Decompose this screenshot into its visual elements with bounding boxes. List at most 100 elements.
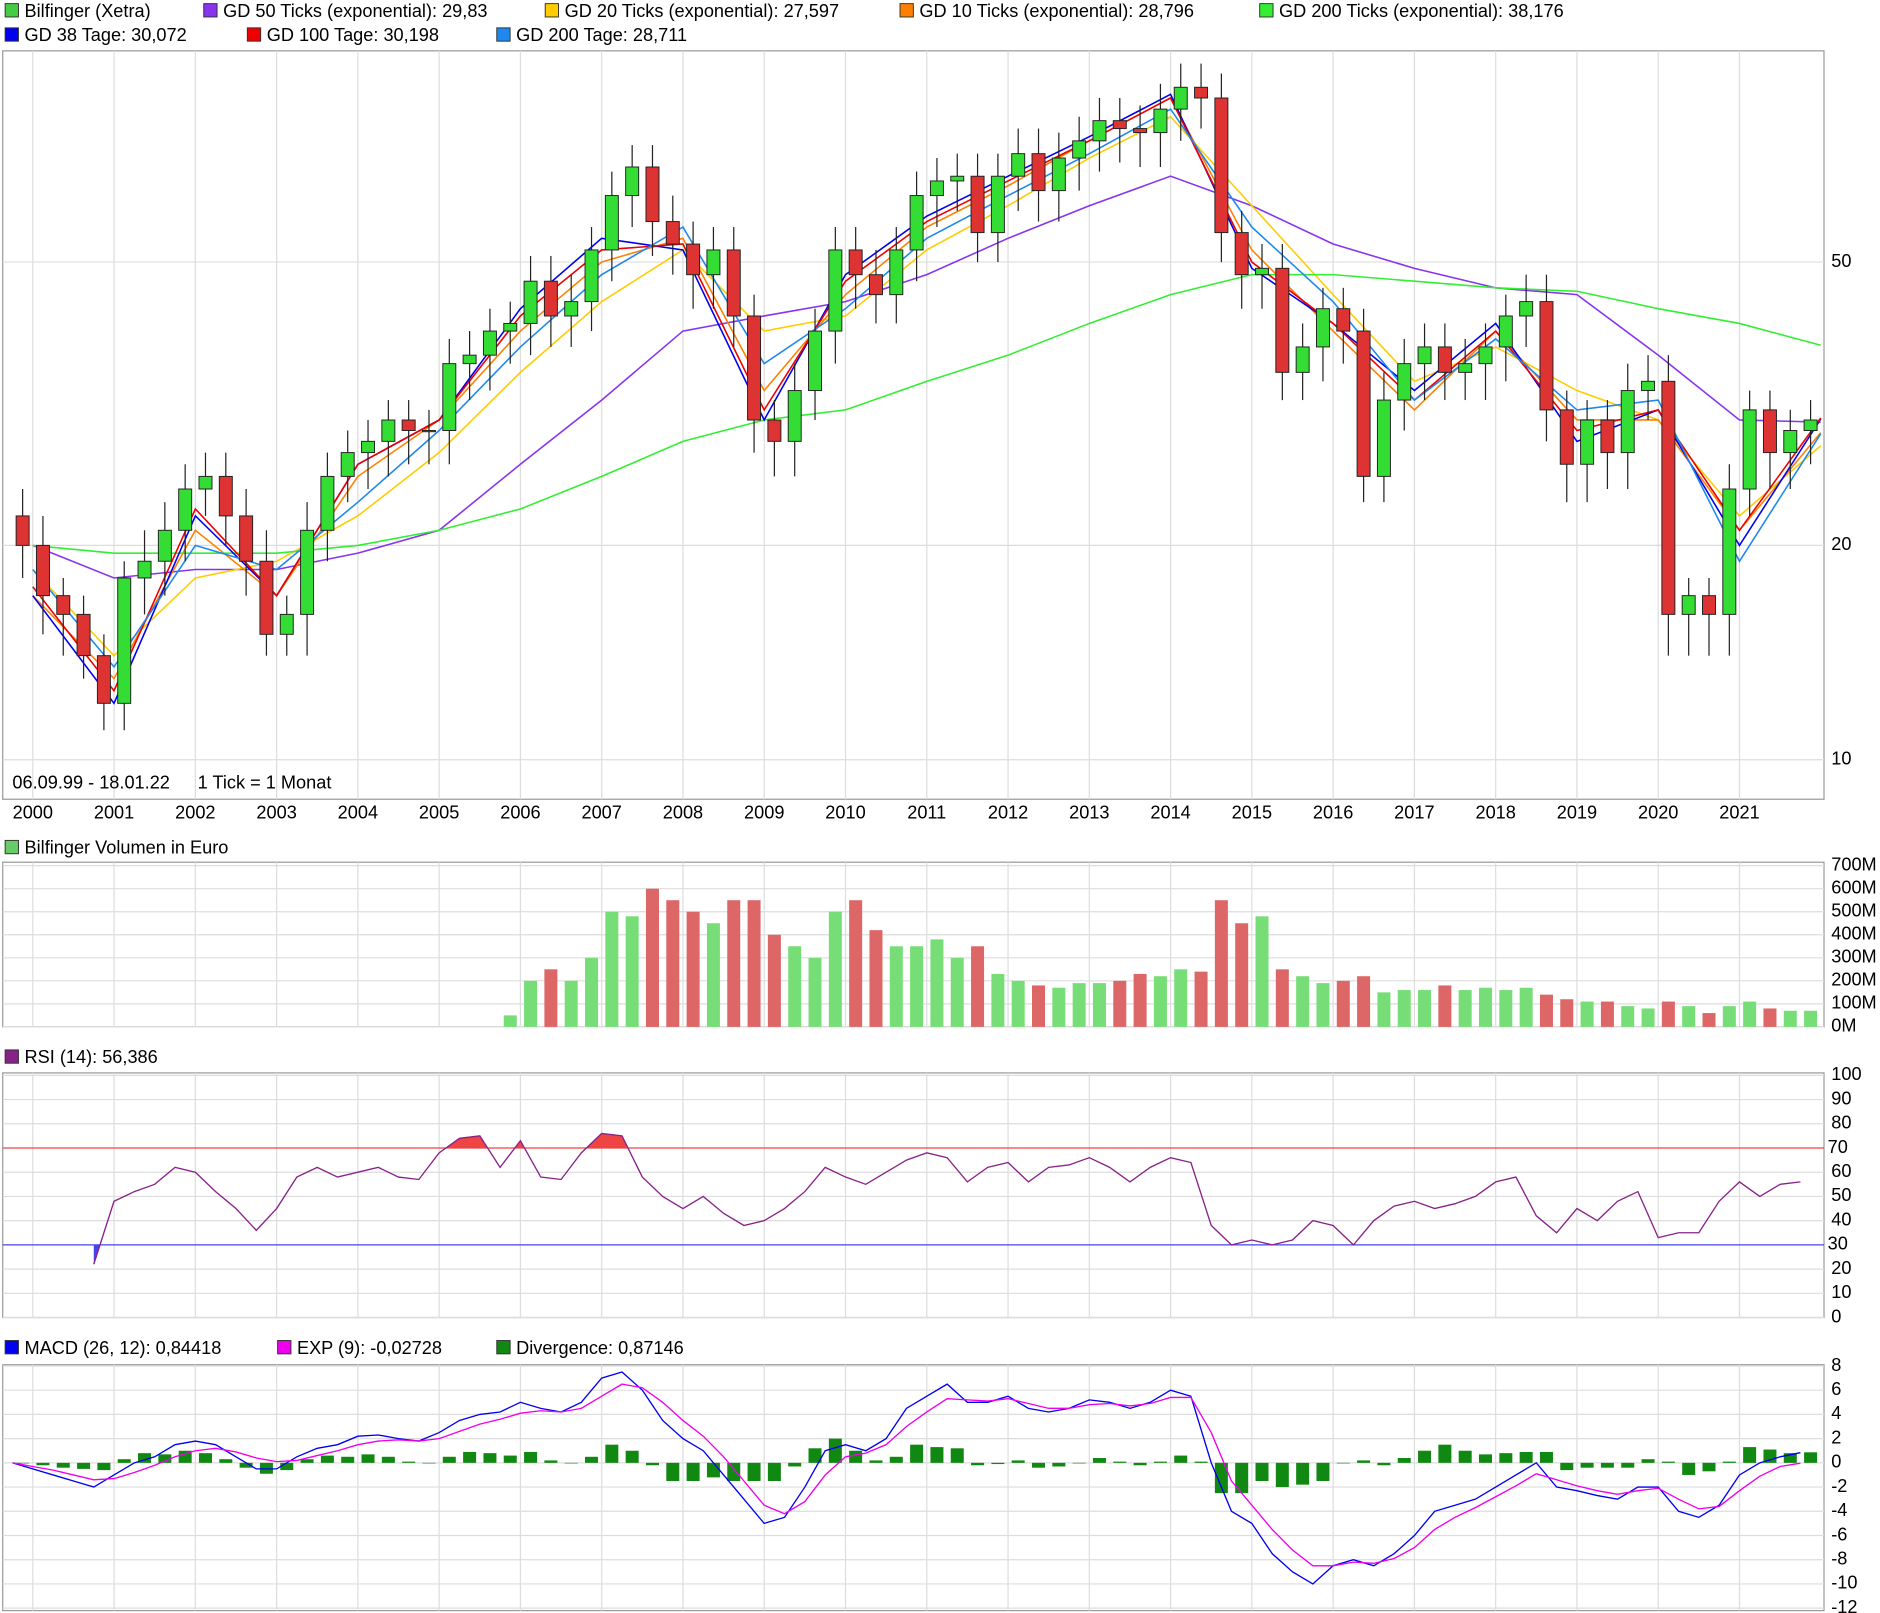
divergence-bar bbox=[1560, 1462, 1574, 1471]
x-tick-label: 2000 bbox=[13, 803, 53, 823]
volume-bar bbox=[828, 911, 842, 1027]
candle-body bbox=[198, 475, 213, 490]
y-tick-label: -10 bbox=[1831, 1573, 1857, 1593]
volume-bar bbox=[767, 934, 781, 1027]
y-tick-label: 20 bbox=[1831, 1258, 1851, 1278]
divergence-bar bbox=[1296, 1462, 1310, 1485]
y-tick-label: 60 bbox=[1831, 1161, 1851, 1181]
candle-body bbox=[259, 560, 274, 635]
divergence-bar bbox=[1458, 1450, 1472, 1463]
candle-body bbox=[1722, 488, 1737, 615]
divergence-bar bbox=[300, 1459, 314, 1463]
divergence-bar bbox=[686, 1462, 700, 1482]
legend-swatch bbox=[246, 27, 262, 42]
volume-bar bbox=[1336, 980, 1350, 1027]
y-tick-label: 2 bbox=[1831, 1427, 1841, 1447]
volume-bar bbox=[1458, 990, 1472, 1027]
candle-body bbox=[279, 613, 294, 635]
plot-frame bbox=[2, 1072, 1825, 1319]
volume-bar bbox=[686, 911, 700, 1027]
candle-body bbox=[503, 322, 518, 332]
y-tick-label: 300M bbox=[1831, 947, 1876, 967]
candle-body bbox=[970, 175, 985, 234]
divergence-bar bbox=[463, 1451, 477, 1463]
x-tick-label: 2010 bbox=[825, 803, 865, 823]
volume-bar bbox=[869, 930, 883, 1027]
divergence-bar bbox=[1702, 1462, 1716, 1472]
y-tick-label: 0 bbox=[1831, 1306, 1841, 1326]
candle-body bbox=[828, 249, 843, 332]
candle-body bbox=[625, 166, 640, 197]
divergence-bar bbox=[1032, 1462, 1046, 1468]
candle-body bbox=[320, 475, 335, 531]
legend-swatch bbox=[4, 1340, 19, 1355]
divergence-bar bbox=[1499, 1453, 1513, 1463]
volume-bar bbox=[747, 900, 761, 1027]
y-tick-label: 40 bbox=[1831, 1209, 1851, 1229]
y-tick-label: 50 bbox=[1831, 1185, 1851, 1205]
legend-swatch bbox=[1259, 3, 1274, 18]
y-tick-label: 8 bbox=[1831, 1355, 1841, 1375]
divergence-bar bbox=[1316, 1462, 1330, 1482]
volume-bar bbox=[1011, 980, 1025, 1027]
divergence-bar bbox=[1722, 1461, 1736, 1463]
divergence-bar bbox=[605, 1444, 619, 1463]
x-tick-label: 2015 bbox=[1232, 803, 1272, 823]
legend-label: Divergence: 0,87146 bbox=[516, 1338, 684, 1358]
x-tick-label: 2004 bbox=[338, 803, 378, 823]
volume-bar bbox=[1214, 900, 1228, 1027]
divergence-bar bbox=[239, 1462, 253, 1468]
candle-body bbox=[35, 544, 50, 597]
candle-body bbox=[1397, 363, 1412, 401]
divergence-bar bbox=[402, 1461, 416, 1463]
x-tick-label: 2021 bbox=[1719, 803, 1759, 823]
candle-body bbox=[1173, 86, 1188, 110]
divergence-bar bbox=[1783, 1453, 1797, 1463]
candle-body bbox=[218, 475, 233, 517]
candle-body bbox=[726, 249, 741, 317]
x-tick-label: 2012 bbox=[988, 803, 1028, 823]
divergence-bar bbox=[361, 1454, 375, 1463]
candle-body bbox=[1661, 380, 1676, 615]
candle-body bbox=[381, 419, 396, 442]
volume-bar bbox=[910, 946, 924, 1027]
divergence-bar bbox=[1072, 1462, 1086, 1464]
divergence-bar bbox=[320, 1455, 334, 1463]
x-tick-label: 2020 bbox=[1638, 803, 1678, 823]
date-range-note: 1 Tick = 1 Monat bbox=[198, 772, 332, 792]
volume-bar bbox=[524, 980, 538, 1027]
divergence-bar bbox=[442, 1456, 456, 1463]
candle-body bbox=[361, 440, 376, 454]
y-tick-label: 600M bbox=[1831, 877, 1876, 897]
y-tick-label: -8 bbox=[1831, 1549, 1847, 1569]
legend-label: EXP (9): -0,02728 bbox=[297, 1338, 442, 1358]
candle-body bbox=[808, 330, 823, 392]
volume-bar bbox=[605, 911, 619, 1027]
legend-swatch bbox=[899, 3, 914, 18]
divergence-bar bbox=[1600, 1462, 1614, 1468]
divergence-bar bbox=[1052, 1462, 1066, 1467]
legend-label: GD 50 Ticks (exponential): 29,83 bbox=[223, 1, 487, 21]
indicator-line bbox=[12, 1383, 1801, 1567]
divergence-bar bbox=[280, 1462, 294, 1471]
divergence-bar bbox=[1479, 1454, 1493, 1463]
legend-label: Bilfinger Volumen in Euro bbox=[25, 838, 229, 858]
volume-bar bbox=[1519, 987, 1533, 1027]
candle-body bbox=[665, 221, 680, 245]
candle-body bbox=[686, 243, 701, 276]
candle-body bbox=[1742, 409, 1757, 490]
x-tick-label: 2019 bbox=[1557, 803, 1597, 823]
divergence-bar bbox=[767, 1462, 781, 1482]
divergence-bar bbox=[1214, 1462, 1228, 1494]
volume-bar bbox=[950, 957, 964, 1027]
candle-body bbox=[1559, 409, 1574, 465]
volume-bar bbox=[1661, 1001, 1675, 1027]
divergence-bar bbox=[991, 1462, 1005, 1465]
x-tick-label: 2014 bbox=[1150, 803, 1190, 823]
volume-bar bbox=[930, 939, 944, 1027]
divergence-bar bbox=[1336, 1462, 1350, 1464]
moving-average-line bbox=[32, 273, 1821, 554]
candle-body bbox=[1376, 399, 1391, 477]
divergence-bar bbox=[849, 1450, 863, 1463]
volume-bar bbox=[1600, 1001, 1614, 1027]
